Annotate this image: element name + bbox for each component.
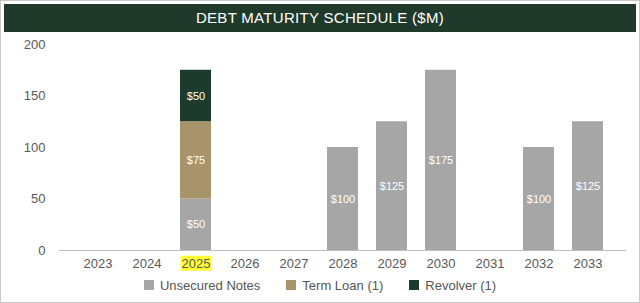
svg-text:$75: $75 — [187, 154, 205, 166]
svg-text:2032: 2032 — [525, 256, 554, 271]
svg-text:2028: 2028 — [329, 256, 358, 271]
svg-text:$100: $100 — [331, 193, 355, 205]
svg-text:2027: 2027 — [280, 256, 309, 271]
svg-text:2033: 2033 — [574, 256, 603, 271]
svg-text:0: 0 — [38, 243, 45, 258]
svg-text:2029: 2029 — [378, 256, 407, 271]
svg-text:50: 50 — [31, 191, 45, 206]
svg-text:$50: $50 — [187, 90, 205, 102]
svg-text:2024: 2024 — [133, 256, 162, 271]
html-text:Unsecured Notes: Unsecured Notes — [159, 277, 261, 293]
svg-text:$125: $125 — [380, 180, 404, 192]
html-text:DEBT MATURITY SCHEDULE ($M): DEBT MATURITY SCHEDULE ($M) — [195, 9, 445, 26]
svg-text:2030: 2030 — [427, 256, 456, 271]
svg-text:200: 200 — [24, 37, 46, 52]
svg-text:2023: 2023 — [84, 256, 113, 271]
svg-text:$175: $175 — [429, 154, 453, 166]
svg-text:$50: $50 — [187, 218, 205, 230]
svg-text:2026: 2026 — [231, 256, 260, 271]
html-text:Term Loan (1): Term Loan (1) — [302, 277, 384, 293]
svg-text:100: 100 — [24, 140, 46, 155]
svg-text:$125: $125 — [576, 180, 600, 192]
svg-text:150: 150 — [24, 88, 46, 103]
svg-text:2025: 2025 — [182, 256, 211, 271]
html-text:Revolver (1): Revolver (1) — [425, 277, 497, 293]
svg-text:$100: $100 — [527, 193, 551, 205]
svg-text:2031: 2031 — [476, 256, 505, 271]
